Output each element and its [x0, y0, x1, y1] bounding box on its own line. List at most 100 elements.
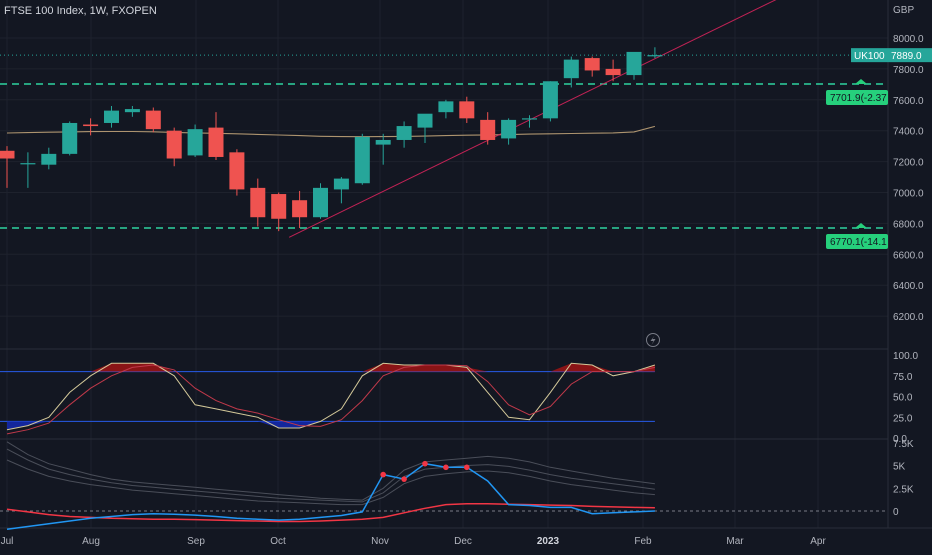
candle-11 — [229, 149, 245, 196]
level-arrow-0 — [855, 79, 867, 85]
candle-27 — [563, 56, 579, 88]
stoch-d-line — [6, 364, 655, 435]
candle-body — [62, 122, 78, 154]
vol-tick-0: 7.5K — [893, 439, 914, 450]
price-tick-8: 6400.0 — [893, 281, 924, 292]
price-tick-9: 6200.0 — [893, 312, 924, 323]
moving-average-line — [6, 125, 656, 138]
candle-body — [187, 129, 203, 156]
candle-4 — [83, 118, 99, 136]
moving-average-path — [6, 125, 656, 138]
candle-20 — [417, 113, 433, 144]
stoch-overbought-fill — [7, 363, 655, 372]
price-tick-1: 7800.0 — [893, 65, 924, 76]
candle-body — [647, 55, 663, 57]
candle-16 — [333, 177, 349, 204]
time-tick-3: Oct — [270, 536, 286, 547]
vol-blue-line — [6, 462, 655, 530]
candle-30 — [626, 51, 642, 80]
candle-8 — [166, 127, 182, 167]
candle-body — [417, 113, 433, 128]
trendline[interactable] — [288, 0, 843, 238]
candle-body — [229, 152, 245, 190]
vol-marker-2 — [422, 460, 428, 467]
candle-10 — [208, 112, 224, 161]
candle-body — [41, 153, 57, 165]
level-arrow-1 — [855, 223, 867, 229]
candle-body — [250, 187, 266, 218]
candle-24 — [501, 118, 517, 145]
candle-body — [0, 150, 15, 159]
time-tick-7: Feb — [634, 536, 652, 547]
stochastic-pane — [0, 362, 656, 435]
candlestick-series: UK100 7889.0 — [0, 47, 932, 232]
vol-marker-1 — [401, 476, 407, 482]
candle-body — [124, 109, 140, 113]
candle-18 — [375, 133, 391, 165]
volume-indicator-pane — [0, 441, 888, 530]
time-axis[interactable]: Jul Aug Sep Oct Nov Dec 2023 Feb Mar Apr — [1, 536, 827, 547]
candle-22 — [459, 96, 475, 123]
time-tick-2: Sep — [187, 536, 205, 547]
vol-marker-0 — [380, 471, 387, 478]
horizontal-levels[interactable]: 7701.9(-2.37 6770.1(-14.1 — [0, 79, 888, 250]
candle-31 — [647, 47, 663, 59]
level-label-bg-0 — [826, 90, 888, 106]
candle-body — [459, 101, 475, 119]
time-tick-5: Dec — [454, 536, 472, 547]
candle-body — [145, 110, 161, 130]
last-price-label: 7889.0 — [891, 51, 922, 62]
candle-28 — [584, 56, 600, 77]
candle-body — [542, 81, 558, 119]
time-tick-4: Nov — [371, 536, 389, 547]
candle-body — [396, 126, 412, 140]
candle-17 — [354, 133, 370, 185]
level-label-0: 7701.9(-2.37 — [830, 93, 887, 104]
candle-body — [522, 118, 537, 120]
candle-21 — [438, 99, 454, 119]
candle-0 — [0, 146, 15, 188]
candle-body — [605, 68, 621, 76]
vol-tick-3: 0 — [893, 507, 899, 518]
candle-15 — [313, 183, 328, 219]
last-price-bg — [888, 48, 932, 63]
candle-1 — [20, 152, 36, 188]
candle-body — [563, 59, 579, 79]
candle-body — [83, 124, 99, 127]
candle-body — [313, 187, 328, 218]
vol-marker-4 — [464, 464, 470, 471]
candle-body — [375, 139, 391, 145]
lightning-icon[interactable] — [646, 333, 660, 347]
symbol-title: FTSE 100 Index, 1W, FXOPEN — [4, 5, 157, 17]
candle-body — [626, 51, 642, 76]
level-label-1: 6770.1(-14.1 — [830, 237, 887, 248]
candle-25 — [522, 115, 537, 128]
price-axis[interactable]: 8000.0 7800.0 7600.0 7400.0 7200.0 7000.0 6800… — [893, 34, 924, 518]
candle-body — [20, 163, 36, 165]
candle-7 — [145, 107, 161, 133]
candle-19 — [396, 121, 412, 148]
grid-lines — [0, 0, 932, 529]
vol-grey-line-2 — [6, 459, 655, 506]
candle-23 — [480, 112, 496, 145]
candle-body — [271, 194, 287, 219]
price-tick-2: 7600.0 — [893, 96, 924, 107]
candle-9 — [187, 124, 203, 157]
price-tick-7: 6600.0 — [893, 250, 924, 261]
vol-red-line — [6, 502, 655, 523]
candle-body — [501, 119, 517, 139]
currency-label: GBP — [893, 5, 914, 16]
candle-body — [438, 101, 454, 113]
candle-body — [208, 127, 224, 157]
stoch-tick-3: 25.0 — [893, 413, 913, 424]
vol-grey-line-0 — [6, 441, 655, 501]
last-symbol-label: UK100 — [854, 51, 885, 62]
candle-6 — [124, 105, 140, 117]
time-tick-1: Aug — [82, 536, 100, 547]
candle-body — [104, 110, 119, 123]
candle-2 — [41, 147, 57, 170]
time-tick-0: Jul — [1, 536, 14, 547]
price-tick-4: 7200.0 — [893, 158, 924, 169]
candle-5 — [104, 105, 119, 128]
